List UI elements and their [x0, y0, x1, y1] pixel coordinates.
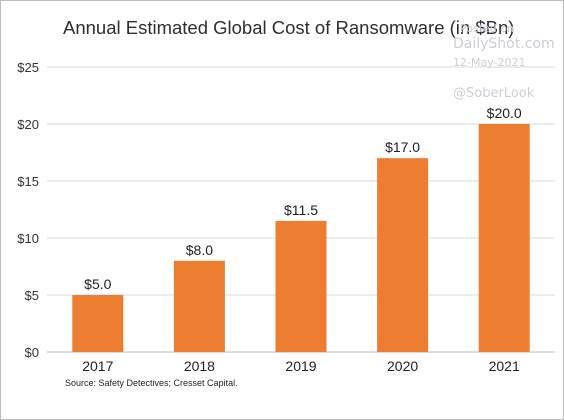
chart-title: Annual Estimated Global Cost of Ransomwa…	[63, 17, 515, 38]
watermark-date: 12-May-2021	[453, 56, 526, 69]
data-label: $5.0	[84, 276, 111, 292]
watermark-handle: @SoberLook	[453, 86, 535, 101]
bar-2019	[275, 220, 327, 352]
data-label: $17.0	[385, 139, 420, 155]
x-tick-label: 2019	[285, 358, 316, 374]
watermark-posted: Posted on	[460, 22, 514, 35]
y-tick-label: $15	[17, 174, 39, 189]
y-tick-label: $5	[25, 288, 39, 303]
y-tick-label: $10	[17, 231, 39, 246]
x-tick-label: 2017	[82, 358, 113, 374]
source-note: Source: Safety Detectives; Cresset Capit…	[65, 378, 238, 388]
data-label: $11.5	[284, 202, 318, 218]
x-tick-label: 2020	[387, 358, 418, 374]
x-tick-label: 2021	[489, 358, 520, 374]
bar-2021	[478, 124, 530, 352]
x-tick-label: 2018	[184, 358, 215, 374]
y-tick-label: $20	[17, 117, 39, 132]
y-tick-label: $25	[17, 60, 39, 75]
data-label: $8.0	[186, 242, 213, 258]
data-label: $20.0	[487, 105, 522, 121]
bar-2020	[377, 158, 429, 352]
bar-2018	[173, 260, 225, 352]
bar-2017	[72, 295, 124, 352]
watermark-site: DailyShot.com	[453, 36, 555, 52]
y-tick-label: $0	[25, 345, 39, 360]
